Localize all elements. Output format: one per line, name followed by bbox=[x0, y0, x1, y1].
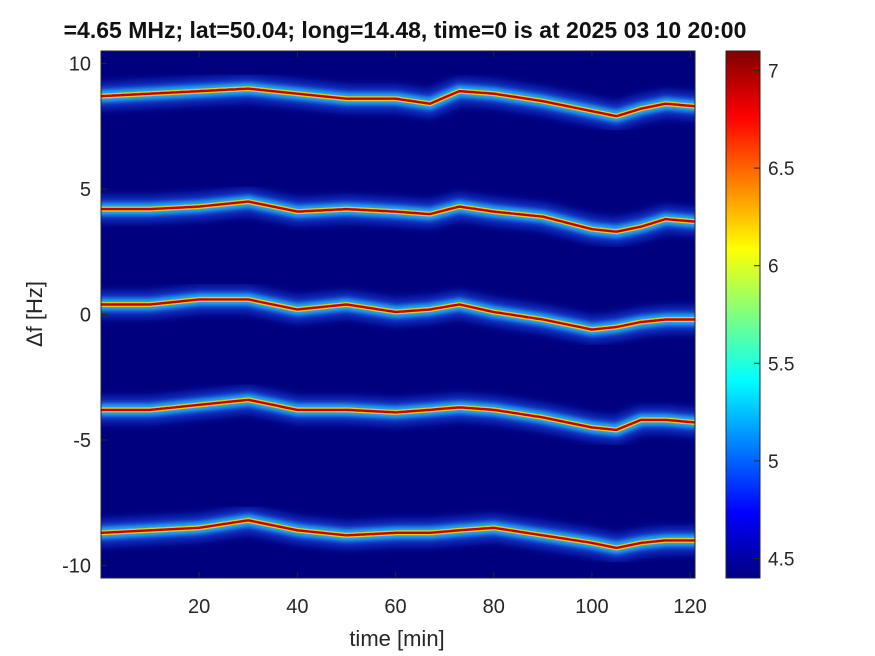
y-tick-label: 0 bbox=[80, 305, 91, 327]
y-axis-ticks: -10 -5 0 5 10 bbox=[62, 54, 107, 577]
y-tick-label: 5 bbox=[80, 179, 91, 201]
chart-title: =4.65 MHz; lat=50.04; long=14.48, time=0… bbox=[64, 17, 747, 43]
colorbar bbox=[725, 50, 761, 579]
x-tick-label: 120 bbox=[673, 596, 706, 618]
trace-line bbox=[101, 519, 695, 550]
colorbar-tick-label: 4.5 bbox=[768, 549, 794, 570]
x-axis-label: time [min] bbox=[349, 626, 444, 651]
y-axis-label: Δf [Hz] bbox=[22, 281, 47, 347]
trace-1 bbox=[101, 75, 695, 130]
trace-line bbox=[101, 398, 695, 432]
x-tick-label: 60 bbox=[384, 596, 406, 618]
x-tick-label: 100 bbox=[575, 596, 608, 618]
colorbar-tick-label: 6.5 bbox=[768, 159, 794, 180]
y-tick-label: -10 bbox=[62, 555, 91, 577]
x-tick-label: 40 bbox=[286, 596, 308, 618]
trace-4 bbox=[101, 386, 695, 444]
colorbar-tick-label: 7 bbox=[768, 62, 779, 83]
trace-2 bbox=[101, 188, 695, 245]
colorbar-tick-label: 5.5 bbox=[768, 354, 794, 375]
trace-line bbox=[101, 298, 695, 331]
trace-line bbox=[101, 200, 695, 233]
x-tick-label: 20 bbox=[188, 596, 210, 618]
y-tick-label: -5 bbox=[73, 430, 91, 452]
trace-line bbox=[101, 87, 695, 118]
doppler-traces bbox=[101, 75, 695, 562]
x-tick-label: 80 bbox=[483, 596, 505, 618]
colorbar-tick-label: 5 bbox=[768, 452, 779, 473]
y-tick-label: 10 bbox=[69, 54, 91, 76]
colorbar-tick-label: 6 bbox=[768, 257, 779, 278]
colorbar-ticks: 4.5 5 5.5 6 6.5 7 bbox=[754, 62, 794, 570]
trace-5 bbox=[101, 507, 695, 562]
trace-3 bbox=[101, 286, 695, 343]
x-axis-ticks: 20 40 60 80 100 120 bbox=[188, 51, 707, 618]
